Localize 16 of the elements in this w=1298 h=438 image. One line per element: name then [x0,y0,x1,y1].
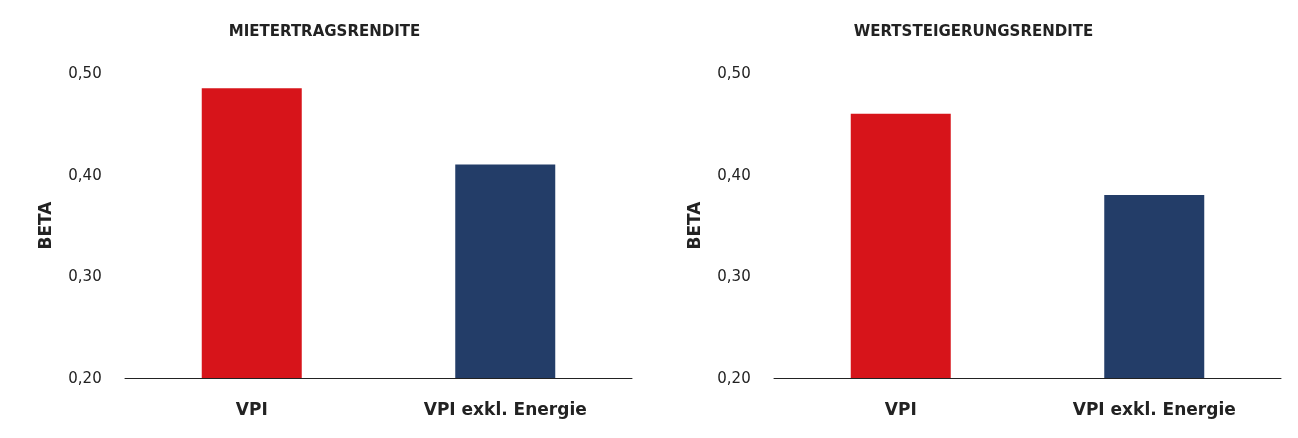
chart-title: WERTSTEIGERUNGSRENDITE [853,21,1094,40]
y-tick-label: 0,30 [68,267,102,286]
y-axis-title: BETA [34,200,55,250]
y-tick-label: 0,20 [68,369,102,387]
chart-title: MIETERTRAGSRENDITE [228,21,421,40]
y-axis-title: BETA [683,200,704,250]
y-tick-label: 0,40 [717,165,751,184]
x-tick-label: VPI exkl. Energie [1072,398,1236,419]
x-tick-label: VPI exkl. Energie [423,398,587,419]
y-tick-label: 0,30 [717,267,751,286]
x-tick-label: VPI [235,398,268,419]
y-tick-label: 0,40 [68,165,102,184]
y-tick-label: 0,20 [717,369,751,387]
y-tick-label: 0,50 [717,64,751,82]
x-tick-label: VPI [884,398,917,419]
y-tick-label: 0,50 [68,64,102,82]
